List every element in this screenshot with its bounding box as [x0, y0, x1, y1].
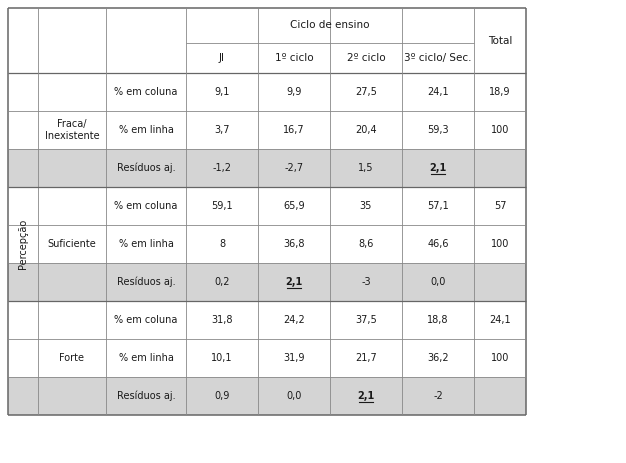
Text: -3: -3	[361, 277, 371, 287]
Bar	[8, 149, 526, 187]
Text: 0,0: 0,0	[430, 277, 446, 287]
Text: 59,3: 59,3	[427, 125, 449, 135]
Text: 31,9: 31,9	[283, 353, 305, 363]
Text: 2,1: 2,1	[357, 391, 374, 401]
Text: 8: 8	[219, 239, 225, 249]
Bar	[8, 8, 526, 415]
Text: 27,5: 27,5	[355, 87, 377, 97]
Text: 1,5: 1,5	[358, 163, 374, 173]
Text: % em coluna: % em coluna	[115, 87, 178, 97]
Text: 24,1: 24,1	[489, 315, 511, 325]
Text: -1,2: -1,2	[212, 163, 232, 173]
Text: 100: 100	[491, 239, 509, 249]
Text: 36,2: 36,2	[427, 353, 449, 363]
Text: Forte: Forte	[59, 353, 85, 363]
Text: 100: 100	[491, 353, 509, 363]
Text: 59,1: 59,1	[211, 201, 233, 211]
Text: % em linha: % em linha	[118, 239, 173, 249]
Text: 21,7: 21,7	[355, 353, 377, 363]
Text: % em linha: % em linha	[118, 125, 173, 135]
Text: 37,5: 37,5	[355, 315, 377, 325]
Text: Suficiente: Suficiente	[48, 239, 96, 249]
Bar	[8, 377, 526, 415]
Text: Resíduos aj.: Resíduos aj.	[116, 391, 175, 401]
Text: 24,2: 24,2	[283, 315, 305, 325]
Text: -2,7: -2,7	[284, 163, 304, 173]
Text: Total: Total	[488, 36, 512, 45]
Text: 10,1: 10,1	[211, 353, 233, 363]
Text: Resíduos aj.: Resíduos aj.	[116, 277, 175, 287]
Text: 16,7: 16,7	[283, 125, 305, 135]
Text: 1º ciclo: 1º ciclo	[275, 53, 313, 63]
Text: 0,2: 0,2	[214, 277, 230, 287]
Text: Ciclo de ensino: Ciclo de ensino	[290, 20, 370, 31]
Text: Percepção: Percepção	[18, 219, 28, 269]
Text: Resíduos aj.: Resíduos aj.	[116, 163, 175, 173]
Text: -2: -2	[433, 391, 443, 401]
Text: 35: 35	[360, 201, 372, 211]
Text: 65,9: 65,9	[283, 201, 305, 211]
Text: 9,1: 9,1	[214, 87, 230, 97]
Text: 18,8: 18,8	[428, 315, 449, 325]
Text: 36,8: 36,8	[283, 239, 305, 249]
Text: % em linha: % em linha	[118, 353, 173, 363]
Text: 0,9: 0,9	[214, 391, 230, 401]
Text: 8,6: 8,6	[358, 239, 374, 249]
Text: 20,4: 20,4	[355, 125, 377, 135]
Text: % em coluna: % em coluna	[115, 201, 178, 211]
Text: JI: JI	[219, 53, 225, 63]
Text: 3º ciclo/ Sec.: 3º ciclo/ Sec.	[404, 53, 472, 63]
Text: 57,1: 57,1	[427, 201, 449, 211]
Text: 57: 57	[494, 201, 506, 211]
Text: 2º ciclo: 2º ciclo	[347, 53, 386, 63]
Bar	[8, 263, 526, 301]
Text: 46,6: 46,6	[428, 239, 449, 249]
Text: 24,1: 24,1	[427, 87, 449, 97]
Text: 3,7: 3,7	[214, 125, 230, 135]
Text: 18,9: 18,9	[490, 87, 511, 97]
Text: % em coluna: % em coluna	[115, 315, 178, 325]
Text: 31,8: 31,8	[211, 315, 233, 325]
Text: 100: 100	[491, 125, 509, 135]
Text: Fraca/
Inexistente: Fraca/ Inexistente	[44, 119, 100, 141]
Text: 2,1: 2,1	[285, 277, 302, 287]
Text: 9,9: 9,9	[286, 87, 302, 97]
Text: 0,0: 0,0	[286, 391, 302, 401]
Text: 2,1: 2,1	[429, 163, 446, 173]
